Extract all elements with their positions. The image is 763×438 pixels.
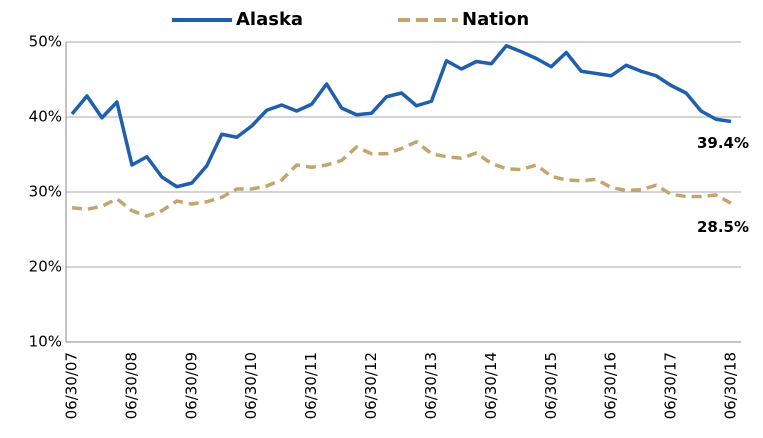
y-tick-label: 50% [29,33,62,51]
y-tick-label: 20% [29,258,62,276]
series-line [71,140,732,218]
y-tick-label: 10% [29,333,62,351]
legend-label: Alaska [236,9,303,30]
data-label: 28.5% [697,218,749,236]
y-tick-label: 40% [29,108,62,126]
x-tick-label: 06/30/17 [662,352,680,419]
legend-label: Nation [462,9,529,30]
x-tick-label: 06/30/15 [542,352,560,419]
x-tick-label: 06/30/12 [362,352,380,419]
x-tick-label: 06/30/13 [422,352,440,419]
y-tick-label: 30% [29,183,62,201]
x-tick-label: 06/30/07 [63,352,81,419]
x-tick-label: 06/30/16 [602,352,620,419]
x-tick-label: 06/30/09 [182,352,200,419]
x-tick-label: 06/30/11 [302,352,320,419]
data-label: 39.4% [697,134,749,152]
series-line [70,44,732,189]
x-tick-label: 06/30/08 [122,352,140,419]
x-tick-label: 06/30/18 [722,352,740,419]
x-tick-label: 06/30/10 [242,352,260,419]
x-tick-label: 06/30/14 [482,352,500,419]
